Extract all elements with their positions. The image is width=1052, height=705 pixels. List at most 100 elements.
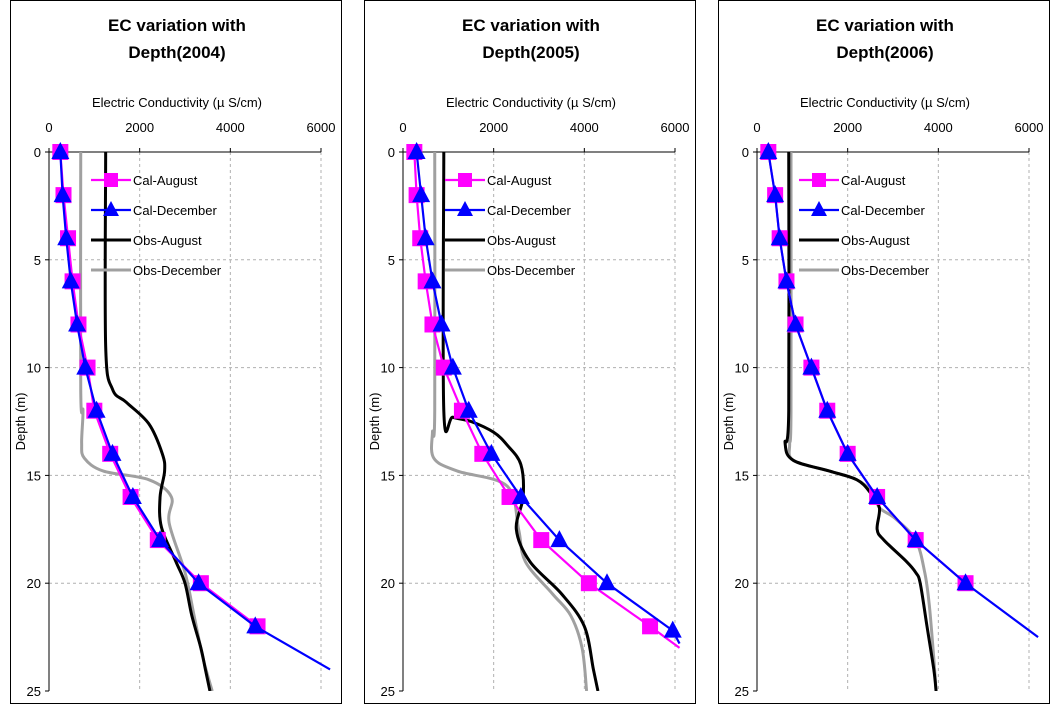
legend-item-cal-december: Cal-December: [91, 201, 217, 218]
chart-panel-2004: EC variation with Depth(2004) Electric Con…: [10, 0, 342, 704]
legend-label: Cal-August: [133, 173, 198, 188]
series-line: [103, 151, 212, 691]
y-tick-label: 25: [735, 684, 749, 699]
y-tick-label: 5: [388, 253, 395, 268]
data-point: [443, 357, 462, 375]
legend-item-obs-december: Obs-December: [799, 263, 930, 278]
series-obs-december: [430, 151, 589, 691]
legend-item-obs-december: Obs-December: [445, 263, 576, 278]
y-tick-label: 15: [381, 468, 395, 483]
legend-item-cal-august: Cal-August: [799, 173, 906, 188]
legend-item-obs-august: Obs-August: [445, 233, 556, 248]
chart-title-line: Depth(2005): [482, 43, 579, 62]
y-axis-title: Depth (m): [367, 393, 382, 451]
data-point: [76, 357, 95, 375]
data-point: [482, 443, 501, 461]
data-point: [61, 271, 80, 289]
legend-marker-square: [812, 173, 826, 187]
series-markers-cal-december: [759, 142, 975, 591]
data-point: [151, 530, 170, 548]
data-point: [777, 271, 796, 289]
series-line: [441, 151, 600, 691]
data-point: [423, 271, 442, 289]
series-line: [767, 151, 1039, 638]
legend-item-cal-december: Cal-December: [799, 201, 925, 218]
legend-item-obs-december: Obs-December: [91, 263, 222, 278]
series-obs-december: [79, 151, 214, 691]
data-point: [432, 314, 451, 332]
data-point: [766, 185, 785, 203]
series-obs-august: [103, 151, 212, 691]
data-point: [838, 443, 857, 461]
legend-marker-square: [104, 173, 118, 187]
legend-label: Cal-December: [841, 203, 925, 218]
data-point: [533, 532, 550, 549]
y-tick-label: 25: [381, 684, 395, 699]
legend-marker-triangle: [811, 201, 827, 216]
legend-item-obs-august: Obs-August: [799, 233, 910, 248]
series-line: [783, 151, 938, 691]
data-point: [818, 400, 837, 418]
y-tick-label: 20: [735, 576, 749, 591]
series-cal-august: [413, 151, 681, 649]
chart-title-line: Depth(2004): [128, 43, 225, 62]
data-point: [459, 400, 478, 418]
series-line: [430, 151, 589, 691]
y-tick-label: 10: [27, 361, 41, 376]
x-tick-label: 2000: [125, 120, 154, 135]
data-point: [51, 142, 70, 159]
legend-item-obs-august: Obs-August: [91, 233, 202, 248]
y-axis-title: Depth (m): [721, 393, 736, 451]
x-tick-label: 2000: [833, 120, 862, 135]
y-tick-label: 15: [735, 468, 749, 483]
y-tick-label: 20: [27, 576, 41, 591]
x-tick-label: 4000: [924, 120, 953, 135]
x-tick-label: 0: [45, 120, 52, 135]
chart-title-line: EC variation with: [462, 16, 600, 35]
data-point: [53, 185, 72, 203]
x-axis-title: Electric Conductivity (µ S/cm): [446, 95, 616, 110]
legend-label: Obs-December: [133, 263, 222, 278]
y-tick-label: 10: [735, 361, 749, 376]
y-tick-label: 5: [34, 253, 41, 268]
legend-label: Obs-August: [487, 233, 556, 248]
legend-label: Obs-August: [841, 233, 910, 248]
y-axis-title: Depth (m): [13, 393, 28, 451]
x-tick-label: 6000: [1015, 120, 1044, 135]
legend-item-cal-august: Cal-August: [91, 173, 198, 188]
legend-label: Obs-December: [487, 263, 576, 278]
y-tick-label: 0: [388, 145, 395, 160]
data-point: [407, 142, 426, 159]
chart-title-line: EC variation with: [108, 16, 246, 35]
x-axis-title: Electric Conductivity (µ S/cm): [92, 95, 262, 110]
data-point: [87, 400, 106, 418]
data-point: [802, 357, 821, 375]
y-tick-label: 0: [742, 145, 749, 160]
data-point: [412, 185, 431, 203]
data-point: [663, 620, 682, 638]
data-point: [57, 228, 76, 246]
chart-svg-2006: EC variation with Depth(2006) Electric Con…: [721, 16, 1044, 699]
chart-panel-2005: EC variation with Depth(2005) Electric Con…: [364, 0, 696, 704]
legend-label: Cal-August: [841, 173, 906, 188]
series-line: [413, 151, 681, 649]
legend-label: Obs-August: [133, 233, 202, 248]
legend-label: Cal-December: [133, 203, 217, 218]
chart-svg-2004: EC variation with Depth(2004) Electric Con…: [13, 16, 335, 699]
x-tick-label: 0: [399, 120, 406, 135]
series-obs-august: [441, 151, 600, 691]
series-markers-cal-december: [51, 142, 265, 634]
y-tick-label: 15: [27, 468, 41, 483]
series-markers-cal-december: [407, 142, 682, 638]
legend-item-cal-august: Cal-August: [445, 173, 552, 188]
data-point: [189, 573, 208, 591]
legend-marker-triangle: [103, 201, 119, 216]
data-point: [906, 530, 925, 548]
series-line: [79, 151, 214, 691]
y-tick-label: 10: [381, 361, 395, 376]
x-tick-label: 0: [753, 120, 760, 135]
data-point: [103, 443, 122, 461]
legend-label: Cal-August: [487, 173, 552, 188]
x-tick-label: 4000: [570, 120, 599, 135]
data-point: [580, 575, 597, 592]
